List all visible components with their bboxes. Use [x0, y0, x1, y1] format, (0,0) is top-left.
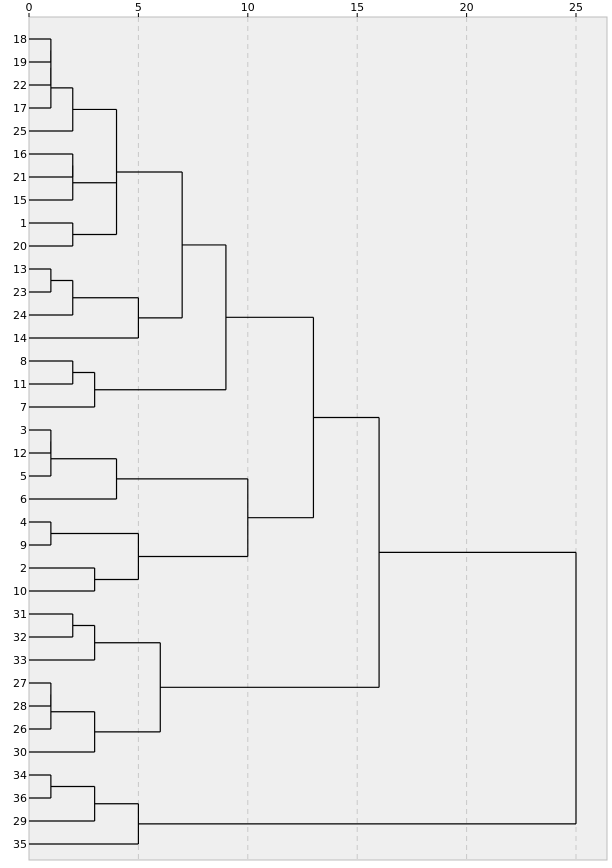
leaf-label: 7 — [20, 401, 27, 414]
leaf-label: 34 — [13, 769, 27, 782]
leaf-label: 26 — [13, 723, 27, 736]
leaf-label: 1 — [20, 217, 27, 230]
leaf-label: 8 — [20, 355, 27, 368]
leaf-label: 24 — [13, 309, 27, 322]
leaf-label: 23 — [13, 286, 27, 299]
x-tick-label: 10 — [241, 1, 255, 14]
leaf-label: 9 — [20, 539, 27, 552]
leaf-label: 32 — [13, 631, 27, 644]
leaf-label: 11 — [13, 378, 27, 391]
plot-area — [28, 16, 608, 861]
leaf-label: 14 — [13, 332, 27, 345]
leaf-label: 20 — [13, 240, 27, 253]
dendrogram-links — [29, 38, 577, 845]
leaf-label: 5 — [20, 470, 27, 483]
leaf-label: 35 — [13, 838, 27, 851]
leaf-labels: 18 19 22 17 25 16 21 15 1 20 13 23 24 14 8 11 7 3 12 5 6 4 9 2 1… — [13, 33, 27, 851]
x-tick-label: 15 — [350, 1, 364, 14]
leaf-label: 19 — [13, 56, 27, 69]
leaf-label: 27 — [13, 677, 27, 690]
leaf-label: 33 — [13, 654, 27, 667]
x-axis-ticks: 0 5 10 15 20 25 — [26, 1, 583, 17]
leaf-label: 15 — [13, 194, 27, 207]
leaf-label: 22 — [13, 79, 27, 92]
leaf-label: 36 — [13, 792, 27, 805]
leaf-label: 2 — [20, 562, 27, 575]
leaf-label: 16 — [13, 148, 27, 161]
x-tick-label: 20 — [460, 1, 474, 14]
leaf-label: 30 — [13, 746, 27, 759]
leaf-label: 6 — [20, 493, 27, 506]
leaf-label: 13 — [13, 263, 27, 276]
leaf-label: 29 — [13, 815, 27, 828]
x-tick-label: 5 — [135, 1, 142, 14]
leaf-label: 3 — [20, 424, 27, 437]
leaf-label: 28 — [13, 700, 27, 713]
x-tick-label: 25 — [569, 1, 583, 14]
leaf-label: 17 — [13, 102, 27, 115]
leaf-label: 10 — [13, 585, 27, 598]
leaf-label: 18 — [13, 33, 27, 46]
x-tick-label: 0 — [26, 1, 33, 14]
leaf-label: 12 — [13, 447, 27, 460]
leaf-label: 21 — [13, 171, 27, 184]
leaf-label: 4 — [20, 516, 27, 529]
leaf-label: 31 — [13, 608, 27, 621]
leaf-label: 25 — [13, 125, 27, 138]
